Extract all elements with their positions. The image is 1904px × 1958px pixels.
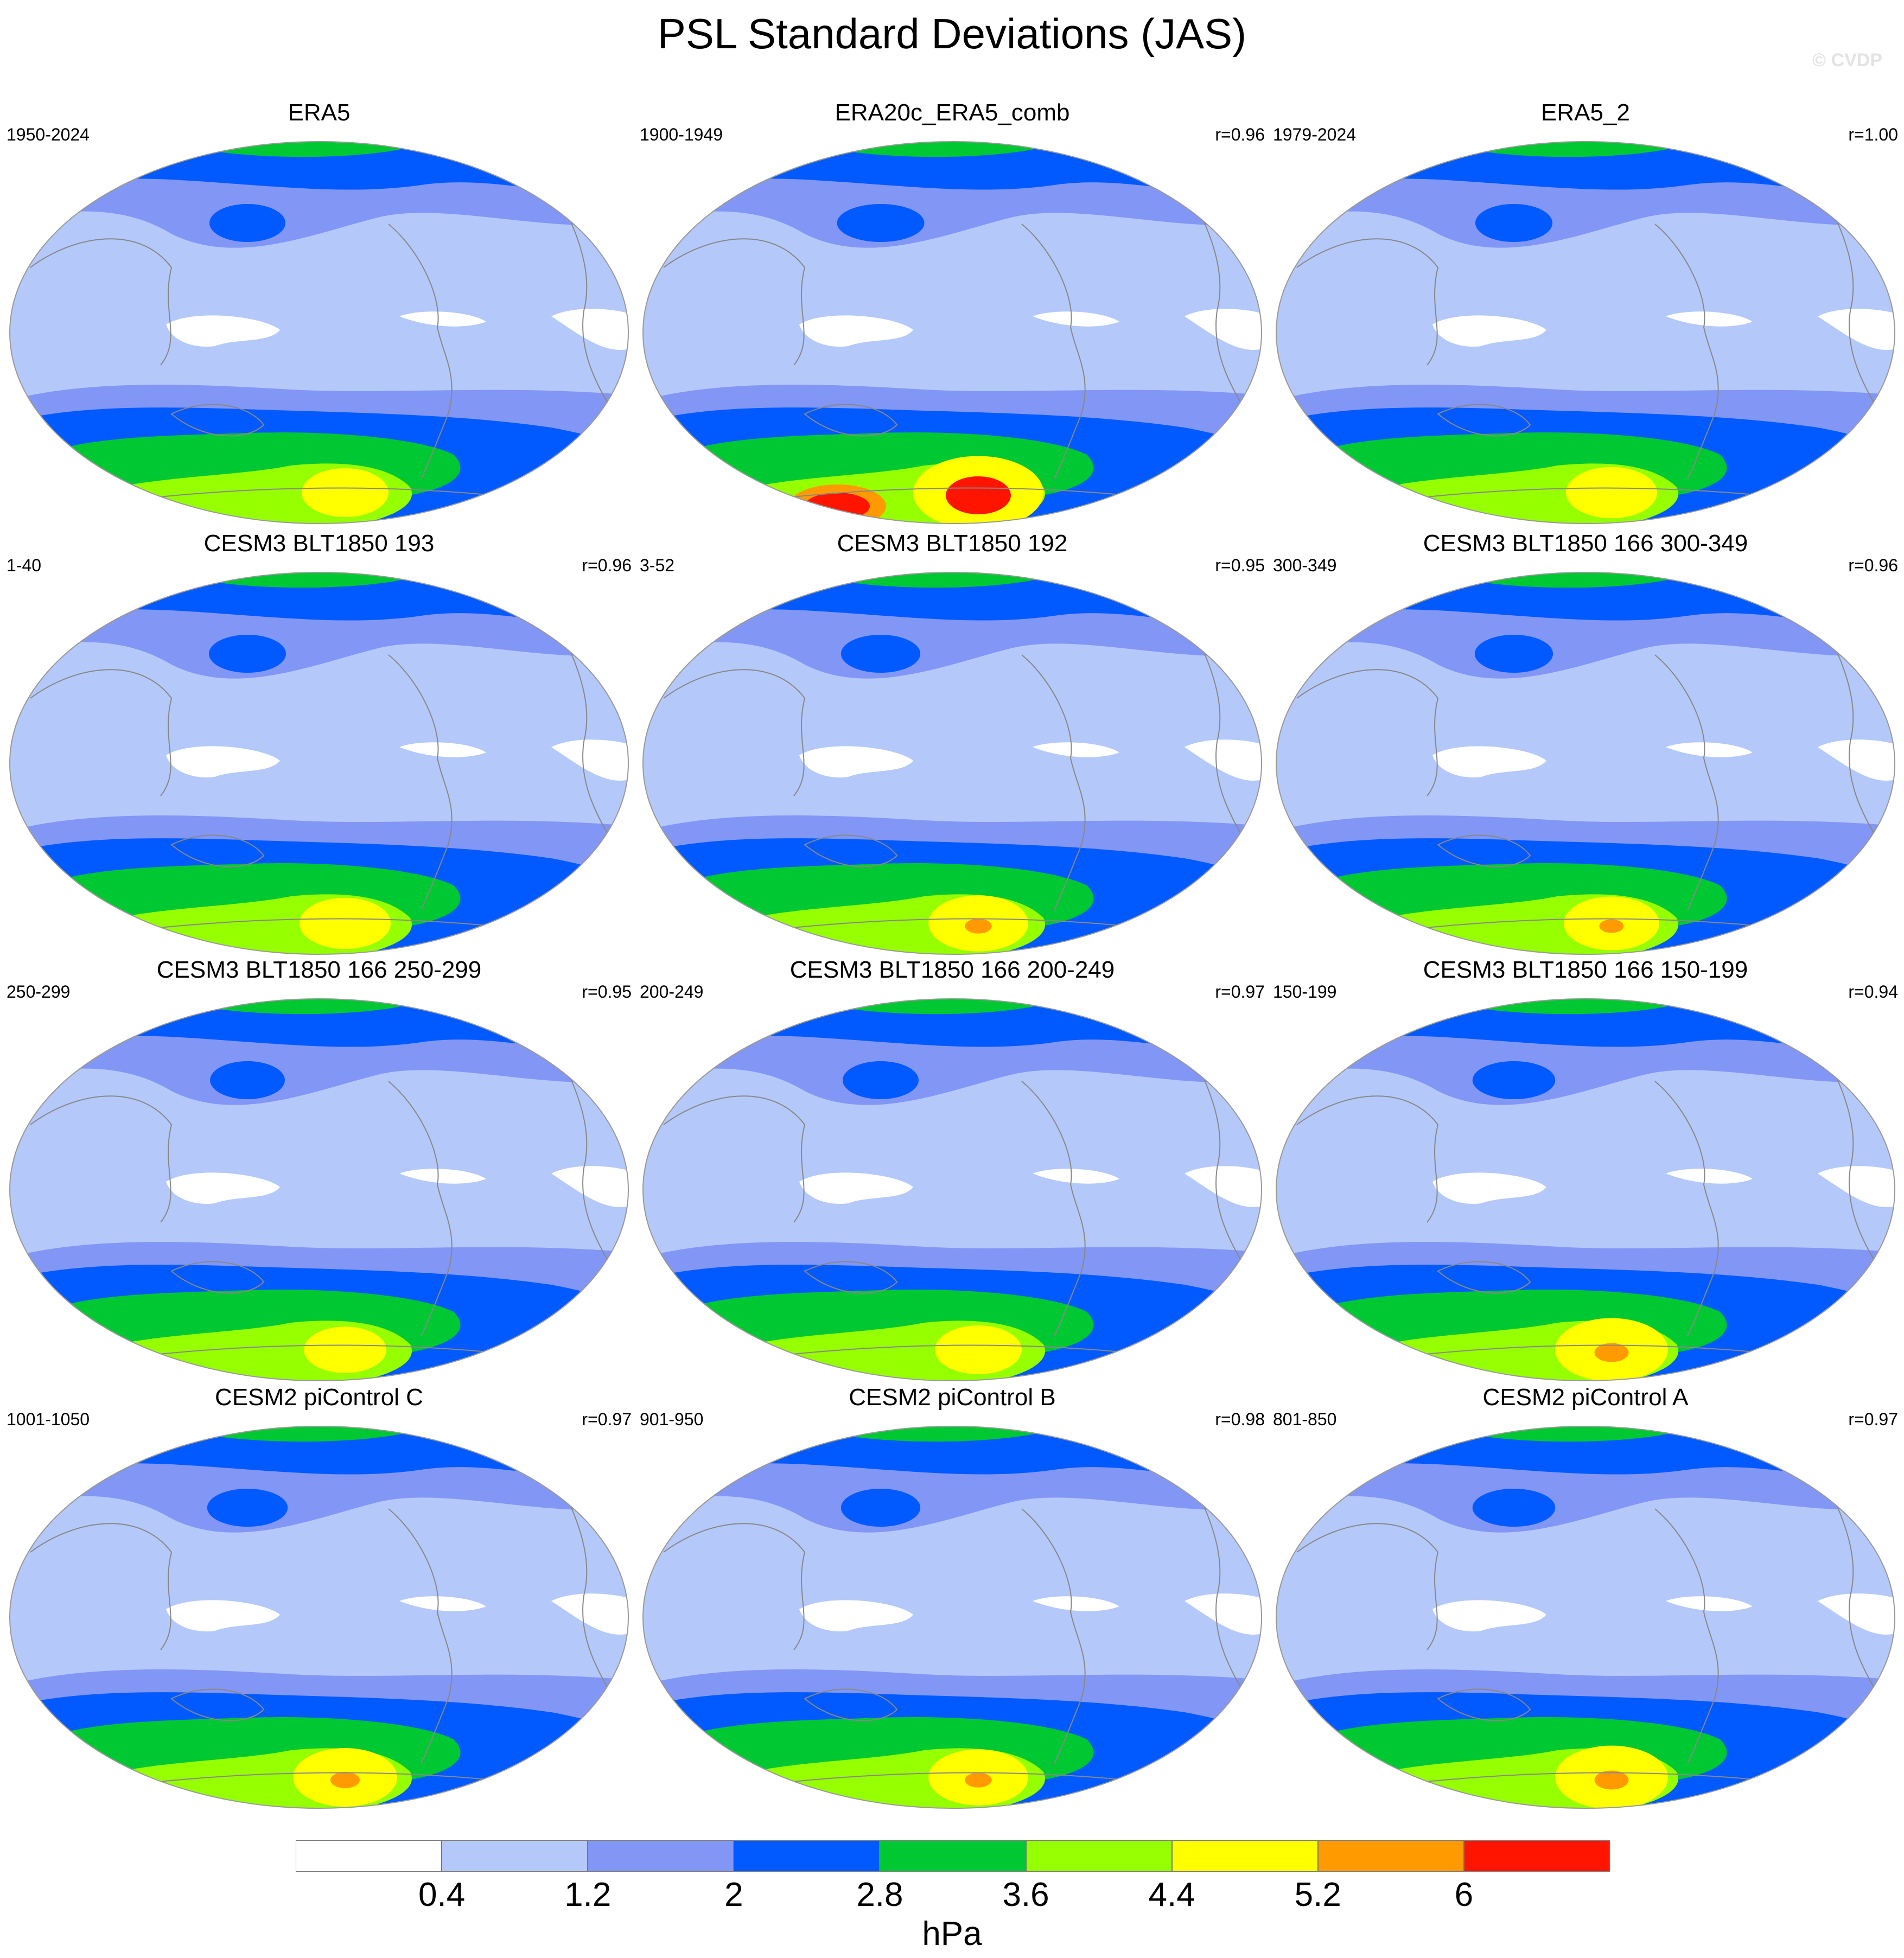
- panel-pattern-correlation: r=0.97: [582, 1409, 632, 1429]
- map-panel: CESM3 BLT1850 166 150-199 150-199 r=0.94: [1271, 954, 1900, 1383]
- colorbar-segment: [296, 1840, 442, 1872]
- panel-title: CESM3 BLT1850 166 150-199: [1423, 956, 1748, 983]
- colorbar-tick-label: 2: [724, 1876, 743, 1914]
- panel-pattern-correlation: r=0.95: [1215, 556, 1265, 575]
- panel-period: 150-199: [1273, 982, 1337, 1002]
- panel-period: 1979-2024: [1273, 125, 1357, 144]
- panel-title: CESM3 BLT1850 166 300-349: [1423, 530, 1748, 557]
- map-panel: ERA20c_ERA5_comb 1900-1949 r=0.96: [638, 97, 1267, 526]
- colorbar-segment: [734, 1840, 880, 1872]
- panel-title: CESM2 piControl B: [849, 1384, 1056, 1411]
- panel-pattern-correlation: r=0.96: [582, 556, 632, 575]
- panel-title: CESM2 piControl C: [215, 1384, 423, 1411]
- colorbar-segment: [442, 1840, 588, 1872]
- colorbar-tick-label: 6: [1454, 1876, 1474, 1914]
- robinson-map: [1276, 998, 1895, 1381]
- panel-title: CESM2 piControl A: [1482, 1384, 1689, 1411]
- robinson-map: [642, 572, 1262, 955]
- colorbar-tick-label: 4.4: [1148, 1876, 1195, 1914]
- map-panel: CESM3 BLT1850 193 1-40 r=0.96: [4, 527, 634, 957]
- robinson-map: [9, 572, 629, 955]
- robinson-map: [1276, 1426, 1895, 1809]
- robinson-map: [642, 998, 1262, 1381]
- panel-pattern-correlation: r=0.94: [1848, 982, 1898, 1002]
- robinson-map: [642, 1426, 1262, 1809]
- colorbar-tick-label: 1.2: [564, 1876, 612, 1914]
- panel-pattern-correlation: r=0.96: [1848, 556, 1898, 575]
- panel-period: 3-52: [640, 556, 675, 575]
- robinson-map: [9, 141, 629, 524]
- colorbar-segment: [588, 1840, 734, 1872]
- map-panel: CESM3 BLT1850 192 3-52 r=0.95: [638, 527, 1267, 957]
- map-panel: CESM3 BLT1850 166 300-349 300-349 r=0.96: [1271, 527, 1900, 957]
- panel-period: 801-850: [1273, 1409, 1337, 1429]
- map-panel: CESM3 BLT1850 166 200-249 200-249 r=0.97: [638, 954, 1267, 1383]
- colorbar-units: hPa: [922, 1915, 982, 1953]
- map-panel: ERA5 1950-2024: [4, 97, 634, 526]
- map-panel: CESM2 piControl A 801-850 r=0.97: [1271, 1381, 1900, 1811]
- panel-period: 1-40: [7, 556, 42, 575]
- colorbar: [296, 1840, 1610, 1873]
- panel-period: 1950-2024: [7, 125, 90, 144]
- robinson-map: [9, 998, 629, 1381]
- colorbar-segment: [1317, 1840, 1464, 1872]
- panel-period: 250-299: [7, 982, 71, 1002]
- panel-pattern-correlation: r=0.96: [1215, 125, 1265, 144]
- robinson-map: [9, 1426, 629, 1809]
- colorbar-tick-label: 3.6: [1002, 1876, 1049, 1914]
- map-panel: CESM2 piControl B 901-950 r=0.98: [638, 1381, 1267, 1811]
- panel-period: 1001-1050: [7, 1409, 90, 1429]
- panel-pattern-correlation: r=0.97: [1215, 982, 1265, 1002]
- panel-title: CESM3 BLT1850 166 200-249: [789, 956, 1115, 983]
- colorbar-segment: [880, 1840, 1026, 1872]
- panel-period: 200-249: [640, 982, 704, 1002]
- panel-pattern-correlation: r=0.97: [1848, 1409, 1898, 1429]
- panel-pattern-correlation: r=1.00: [1848, 125, 1898, 144]
- panel-period: 300-349: [1273, 556, 1337, 575]
- colorbar-segment: [1026, 1840, 1172, 1872]
- colorbar-tick-label: 2.8: [856, 1876, 903, 1914]
- panel-pattern-correlation: r=0.98: [1215, 1409, 1265, 1429]
- robinson-map: [642, 141, 1262, 524]
- panel-title: ERA5: [288, 99, 351, 126]
- panel-title: ERA20c_ERA5_comb: [835, 99, 1070, 126]
- figure-title: PSL Standard Deviations (JAS): [657, 10, 1247, 58]
- map-panel: ERA5_2 1979-2024 r=1.00: [1271, 97, 1900, 526]
- cvdp-watermark: © CVDP: [1812, 50, 1882, 71]
- panel-title: CESM3 BLT1850 193: [203, 530, 435, 557]
- colorbar-tick-label: 0.4: [418, 1876, 466, 1914]
- panel-period: 1900-1949: [640, 125, 723, 144]
- panel-title: ERA5_2: [1541, 99, 1630, 126]
- panel-period: 901-950: [640, 1409, 704, 1429]
- colorbar-segment: [1171, 1840, 1318, 1872]
- panel-title: CESM3 BLT1850 192: [837, 530, 1068, 557]
- map-panel: CESM3 BLT1850 166 250-299 250-299 r=0.95: [4, 954, 634, 1383]
- colorbar-segment: [1463, 1840, 1610, 1872]
- colorbar-tick-label: 5.2: [1294, 1876, 1341, 1914]
- robinson-map: [1276, 572, 1895, 955]
- panel-pattern-correlation: r=0.95: [582, 982, 632, 1002]
- robinson-map: [1276, 141, 1895, 524]
- map-panel: CESM2 piControl C 1001-1050 r=0.97: [4, 1381, 634, 1811]
- panel-title: CESM3 BLT1850 166 250-299: [156, 956, 482, 983]
